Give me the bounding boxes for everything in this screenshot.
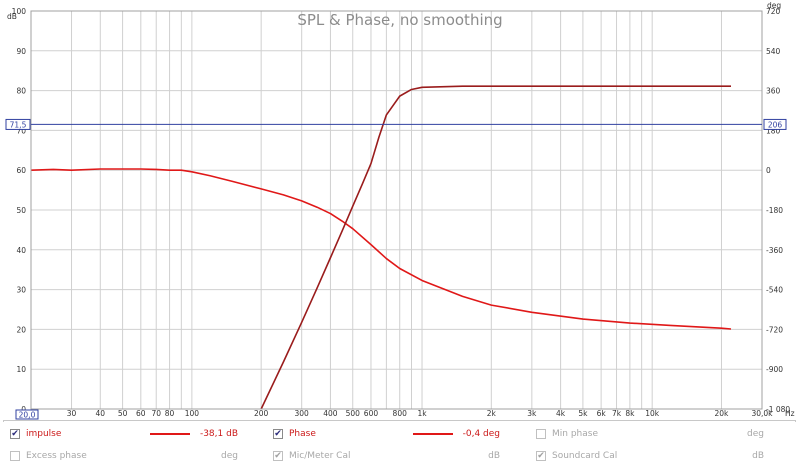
x-tick-label-6k: 6k [597,409,607,418]
legend-swatch-impulse [150,433,190,435]
cursor-line[interactable]: 71,5 206 [5,118,787,130]
y-left-tick-label-20: 20 [16,325,26,334]
x-tick-label-3k: 3k [527,409,537,418]
legend-label-min-phase: Min phase [552,429,598,439]
cursor-right-label: 206 [768,120,783,129]
legend-item-soundcard-cal[interactable]: ✔ Soundcard Cal [536,446,617,466]
legend-row-1: ✔ impulse -38,1 dB ✔ Phase -0,4 deg Min … [0,424,800,444]
checkbox-min-phase[interactable] [536,429,546,439]
y-left-tick-label-40: 40 [16,246,26,255]
y-right-tick-label-0: 0 [766,166,771,175]
y-right-tick-label-540: 540 [766,47,781,56]
chart-title: SPL & Phase, no smoothing [297,11,502,29]
legend-panel: ✔ impulse -38,1 dB ✔ Phase -0,4 deg Min … [0,422,800,467]
x-axis-unit: Hz [785,409,795,418]
plot-frame [30,10,763,410]
legend-swatch-phase [413,433,453,435]
x-tick-label-8k: 8k [625,409,635,418]
checkbox-phase[interactable]: ✔ [273,429,283,439]
checkbox-excess-phase[interactable] [10,451,20,461]
y-right-tick-label--540: -540 [766,286,783,295]
x-tick-label-2k: 2k [487,409,497,418]
legend-label-impulse: impulse [26,429,62,439]
series-line-phase [260,85,731,410]
y-left-tick-label-80: 80 [16,87,26,96]
y-left-tick-label-70: 70 [16,126,26,135]
legend-label-mic-meter-cal: Mic/Meter Cal [289,451,351,461]
y-right-tick-label-180: 180 [766,126,781,135]
y-right-tick-label--900: -900 [766,365,783,374]
left-axis-unit: dB [7,12,17,21]
x-tick-label-10k: 10k [645,409,660,418]
checkbox-impulse[interactable]: ✔ [10,429,20,439]
y-right-tick-label--180: -180 [766,206,783,215]
legend-value-excess-phase: deg [221,451,238,461]
x-tick-label-400: 400 [323,409,338,418]
x-tick-label-500: 500 [346,409,361,418]
x-tick-label-30: 30 [67,409,77,418]
x-tick-label-20k: 20k [715,409,730,418]
cursor-left-label: 71,5 [10,120,27,129]
legend-value-phase: -0,4 deg [462,429,500,439]
grid [31,11,762,409]
legend-item-min-phase[interactable]: Min phase [536,424,598,444]
x-tick-label-7k: 7k [612,409,622,418]
legend-value-mic-meter-cal: dB [488,451,500,461]
x-start-marker[interactable]: 20,0 [15,409,39,420]
x-tick-label-5k: 5k [578,409,588,418]
x-end-label: 30,0k [751,409,773,418]
x-tick-label-600: 600 [364,409,379,418]
x-tick-label-80: 80 [165,409,175,418]
y-left-tick-label-10: 10 [16,365,26,374]
legend-value-impulse: -38,1 dB [199,429,238,439]
y-right-tick-label--360: -360 [766,246,783,255]
legend-item-impulse[interactable]: ✔ impulse [10,424,61,444]
legend-item-mic-meter-cal[interactable]: ✔ Mic/Meter Cal [273,446,350,466]
x-tick-label-40: 40 [96,409,106,418]
legend-row-2: Excess phase deg ✔ Mic/Meter Cal dB ✔ So… [0,446,800,466]
y-right-tick-label--1080: -1 080 [766,405,790,414]
x-tick-label-1k: 1k [417,409,427,418]
y-right-tick-label--720: -720 [766,325,783,334]
y-left-tick-label-60: 60 [16,166,26,175]
x-tick-label-70: 70 [151,409,161,418]
y-left-tick-label-50: 50 [16,206,26,215]
x-start-label: 20,0 [19,411,36,420]
spl-phase-chart[interactable]: 30 40 50 60 70 80 100 200 300 400 500 600 800 1k 2k 3k 4… [0,0,800,420]
legend-label-phase: Phase [289,429,316,439]
y-left-tick-label-90: 90 [16,47,26,56]
legend-value-min-phase: deg [747,429,764,439]
checkbox-soundcard-cal[interactable]: ✔ [536,451,546,461]
legend-item-excess-phase[interactable]: Excess phase [10,446,87,466]
x-tick-label-800: 800 [393,409,408,418]
cursor-right-box [763,118,787,130]
right-axis-unit: deg [767,1,781,10]
legend-item-phase[interactable]: ✔ Phase [273,424,316,444]
legend-label-excess-phase: Excess phase [26,451,87,461]
legend-label-soundcard-cal: Soundcard Cal [552,451,618,461]
checkbox-mic-meter-cal[interactable]: ✔ [273,451,283,461]
x-tick-label-100: 100 [185,409,200,418]
x-tick-label-4k: 4k [556,409,566,418]
x-tick-label-200: 200 [254,409,269,418]
x-tick-label-50: 50 [118,409,128,418]
legend-value-soundcard-cal: dB [752,451,764,461]
x-tick-label-60: 60 [136,409,146,418]
x-tick-label-300: 300 [295,409,310,418]
y-right-tick-label-720: 720 [766,7,781,16]
series-lines [30,85,732,410]
y-left-tick-label-100: 100 [12,7,27,16]
cursor-left-box [5,118,31,130]
y-right-tick-label-360: 360 [766,87,781,96]
series-line-impulse [30,168,732,330]
y-left-tick-label-30: 30 [16,286,26,295]
